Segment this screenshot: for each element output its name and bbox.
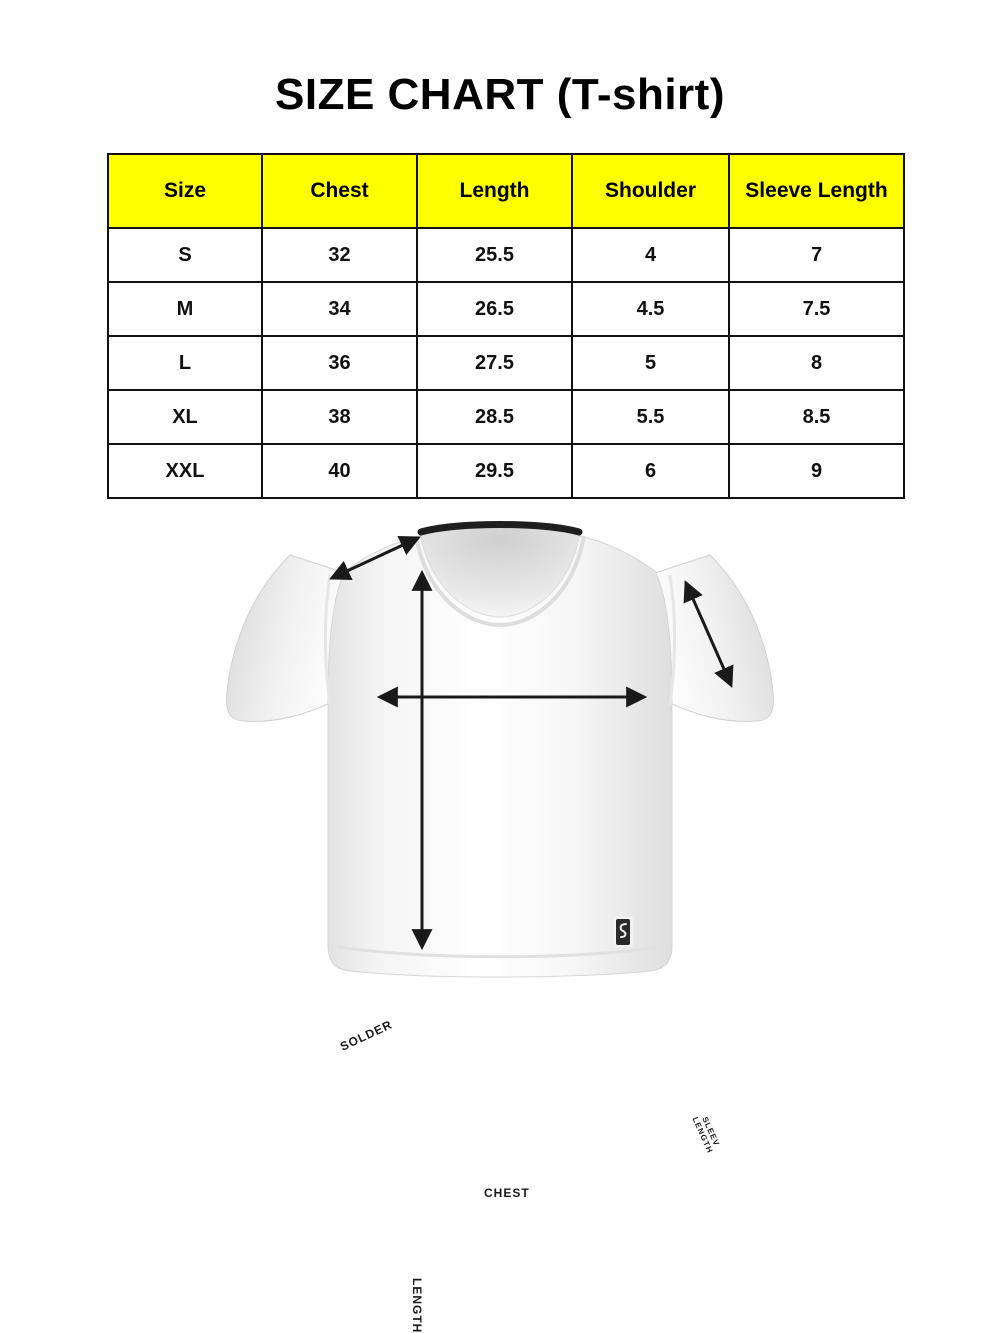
tshirt-measurement-diagram: SOLDER CHEST LENGTH SLEEV LENGTH [0, 505, 1000, 1333]
table-row: L 36 27.5 5 8 [107, 335, 905, 391]
shoulder-arrow [329, 536, 421, 580]
column-header-length: Length [416, 153, 573, 229]
size-chart-table-container: Size Chest Length Shoulder Sleeve Length… [107, 153, 905, 499]
sleeve-length-dimension-label: SLEEV LENGTH [691, 1112, 723, 1154]
cell-chest: 32 [261, 227, 418, 283]
right-sleeve [654, 554, 774, 722]
cell-length: 28.5 [416, 389, 573, 445]
collar-ribbing [414, 535, 586, 628]
collar-band [417, 521, 583, 536]
cell-sleeve-length: 7 [728, 227, 905, 283]
hem-line [337, 945, 663, 959]
cell-size: M [107, 281, 263, 337]
cell-shoulder: 5 [571, 335, 730, 391]
table-row: S 32 25.5 4 7 [107, 227, 905, 283]
shoulder-dimension-label: SOLDER [338, 1017, 395, 1054]
length-dimension-label: LENGTH [410, 1278, 424, 1333]
left-sleeve-seam [323, 574, 332, 706]
cell-sleeve-length: 9 [728, 443, 905, 499]
table-row: M 34 26.5 4.5 7.5 [107, 281, 905, 337]
chest-dimension-label: CHEST [484, 1186, 530, 1200]
cell-length: 27.5 [416, 335, 573, 391]
cell-chest: 40 [261, 443, 418, 499]
cell-chest: 38 [261, 389, 418, 445]
column-header-chest: Chest [261, 153, 418, 229]
table-header-row: Size Chest Length Shoulder Sleeve Length [107, 153, 905, 229]
table-row: XXL 40 29.5 6 9 [107, 443, 905, 499]
cell-size: L [107, 335, 263, 391]
cell-chest: 36 [261, 335, 418, 391]
cell-shoulder: 5.5 [571, 389, 730, 445]
right-sleeve-seam [668, 574, 677, 706]
column-header-size: Size [107, 153, 263, 229]
measurement-arrows [329, 536, 734, 951]
cell-length: 26.5 [416, 281, 573, 337]
cell-size: S [107, 227, 263, 283]
column-header-shoulder: Shoulder [571, 153, 730, 229]
cell-size: XXL [107, 443, 263, 499]
left-sleeve [226, 554, 346, 722]
sleeve-length-arrow [683, 580, 734, 688]
cell-sleeve-length: 8 [728, 335, 905, 391]
column-header-sleeve-length: Sleeve Length [728, 153, 905, 229]
cell-length: 29.5 [416, 443, 573, 499]
table-row: XL 38 28.5 5.5 8.5 [107, 389, 905, 445]
cell-size: XL [107, 389, 263, 445]
brand-tag-icon [613, 917, 633, 947]
cell-length: 25.5 [416, 227, 573, 283]
cell-shoulder: 4 [571, 227, 730, 283]
page-title: SIZE CHART (T-shirt) [275, 70, 725, 119]
cell-chest: 34 [261, 281, 418, 337]
cell-shoulder: 6 [571, 443, 730, 499]
size-chart-table: Size Chest Length Shoulder Sleeve Length… [107, 153, 905, 499]
tshirt-illustration [226, 521, 774, 978]
cell-sleeve-length: 7.5 [728, 281, 905, 337]
cell-shoulder: 4.5 [571, 281, 730, 337]
cell-sleeve-length: 8.5 [728, 389, 905, 445]
